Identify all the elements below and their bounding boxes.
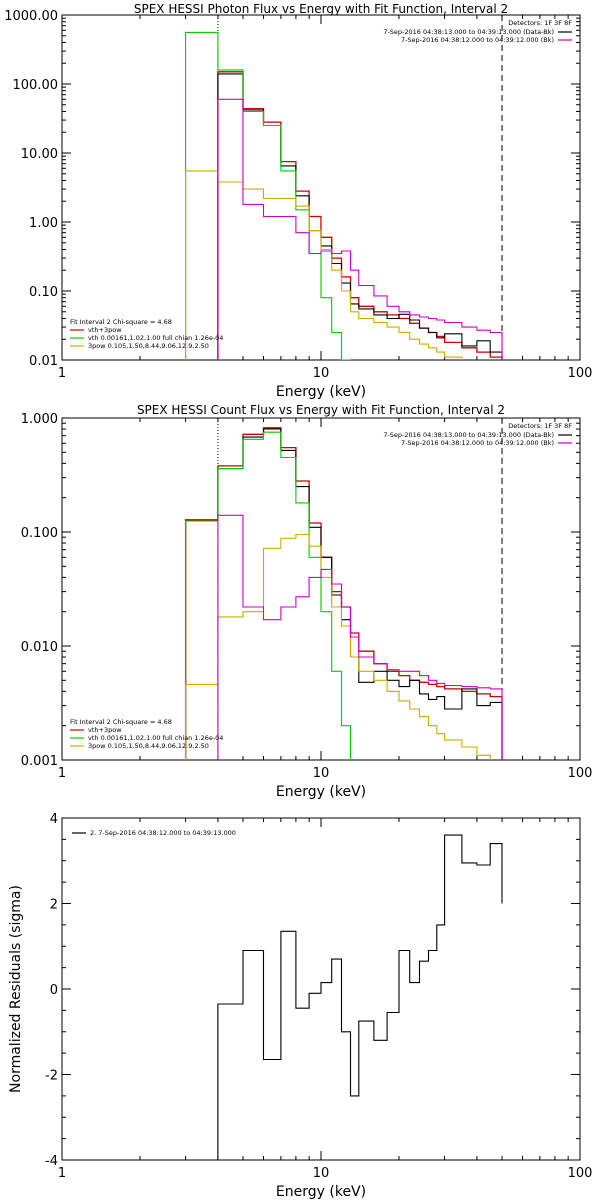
legend-entry: 2. 7-Sep-2016 04:38:12.000 to 04:39:13.0… [90,829,236,837]
y-tick-label: 0.001 [21,754,58,769]
x-tick-label: 10 [313,366,330,381]
y-tick-label: 4 [50,812,58,827]
y-tick-label: 0.010 [21,640,58,655]
y-tick-label: 0 [50,983,58,998]
series-4-line [218,99,502,360]
x-tick-label: 1 [58,366,66,381]
series-2-line [186,432,351,760]
y-axis-label: Normalized Residuals (sigma) [8,885,24,1093]
series-3-line [186,535,491,761]
legend-entry: vth 0.00161,1.02,1.00 full chian 1.26e-0… [88,334,223,342]
legend-entry: vth 0.00161,1.02,1.00 full chian 1.26e-0… [88,734,223,742]
legend-header: Fit Interval 2 Chi-square = 4.68 [70,718,172,726]
photon-flux-panel: SPEX HESSI Photon Flux vs Energy with Fi… [4,2,592,400]
x-tick-label: 10 [313,1166,330,1181]
y-tick-label: -4 [45,1154,58,1169]
legend-entry: 7-Sep-2016 04:38:13.000 to 04:39:13.000 … [383,28,554,36]
legend-entry: vth+3pow [88,326,122,334]
x-tick-label: 100 [568,766,593,781]
series-3-line [186,171,462,360]
x-tick-label: 100 [568,1166,593,1181]
legend-entry: 7-Sep-2016 04:38:13.000 to 04:39:13.000 … [383,431,554,439]
y-tick-label: 1.00 [29,216,58,231]
series-2-line [186,32,351,360]
y-tick-label: -2 [45,1069,58,1084]
legend-entry: 3pow 0.105,1.50,8.44,9.06,12.9,2.50 [88,742,209,750]
legend-header: Fit Interval 2 Chi-square = 4.68 [70,318,172,326]
y-tick-label: 0.100 [21,526,58,541]
figure: SPEX HESSI Photon Flux vs Energy with Fi… [0,0,600,1200]
y-tick-label: 0.01 [29,354,58,369]
x-axis-label: Energy (keV) [276,384,366,400]
x-tick-label: 100 [568,366,593,381]
legend-entry: 3pow 0.105,1.50,8.44,9.06,12.9,2.50 [88,342,209,350]
series-0-line [218,835,502,1160]
series-0-line [186,428,502,760]
legend-header: Detectors: 1F 3F 8F [508,422,572,430]
legend-entry: vth+3pow [88,726,122,734]
series-1-line [218,74,502,360]
y-tick-label: 1.000 [21,412,58,427]
y-tick-label: 1000.00 [4,9,58,24]
y-tick-label: 0.10 [29,285,58,300]
x-tick-label: 10 [313,766,330,781]
series-4-line [218,515,502,760]
x-tick-label: 1 [58,766,66,781]
series-0-line [218,72,502,360]
chart-title: SPEX HESSI Photon Flux vs Energy with Fi… [134,2,508,16]
legend-entry: 7-Sep-2016 04:38:12.000 to 04:39:12.000 … [401,36,554,44]
x-axis-label: Energy (keV) [276,784,366,800]
residuals-panel: 1 10 100 Energy (keV) -4 -2 0 2 4 Normalized Resi… [8,812,592,1200]
y-tick-label: 10.00 [21,147,58,162]
x-axis-label: Energy (keV) [276,1184,366,1200]
chart-title: SPEX HESSI Count Flux vs Energy with Fit… [137,403,505,417]
y-tick-label: 100.00 [13,78,59,93]
count-flux-panel: SPEX HESSI Count Flux vs Energy with Fit… [21,403,593,800]
legend-header: Detectors: 1F 3F 8F [508,19,572,27]
x-tick-label: 1 [58,1166,66,1181]
y-tick-label: 2 [50,898,58,913]
legend-entry: 7-Sep-2016 04:38:12.000 to 04:39:12.000 … [401,439,554,447]
series-1-line [186,429,502,760]
